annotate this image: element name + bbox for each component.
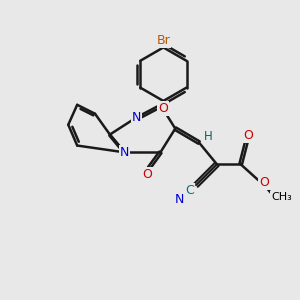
Text: N: N (175, 194, 184, 206)
Text: O: O (259, 176, 269, 189)
Text: CH₃: CH₃ (271, 192, 292, 202)
Text: C: C (186, 184, 194, 197)
Text: Br: Br (157, 34, 170, 47)
Text: H: H (204, 130, 213, 143)
Text: O: O (158, 103, 168, 116)
Text: N: N (120, 146, 129, 159)
Text: N: N (132, 111, 141, 124)
Text: O: O (143, 168, 153, 181)
Text: O: O (243, 129, 253, 142)
